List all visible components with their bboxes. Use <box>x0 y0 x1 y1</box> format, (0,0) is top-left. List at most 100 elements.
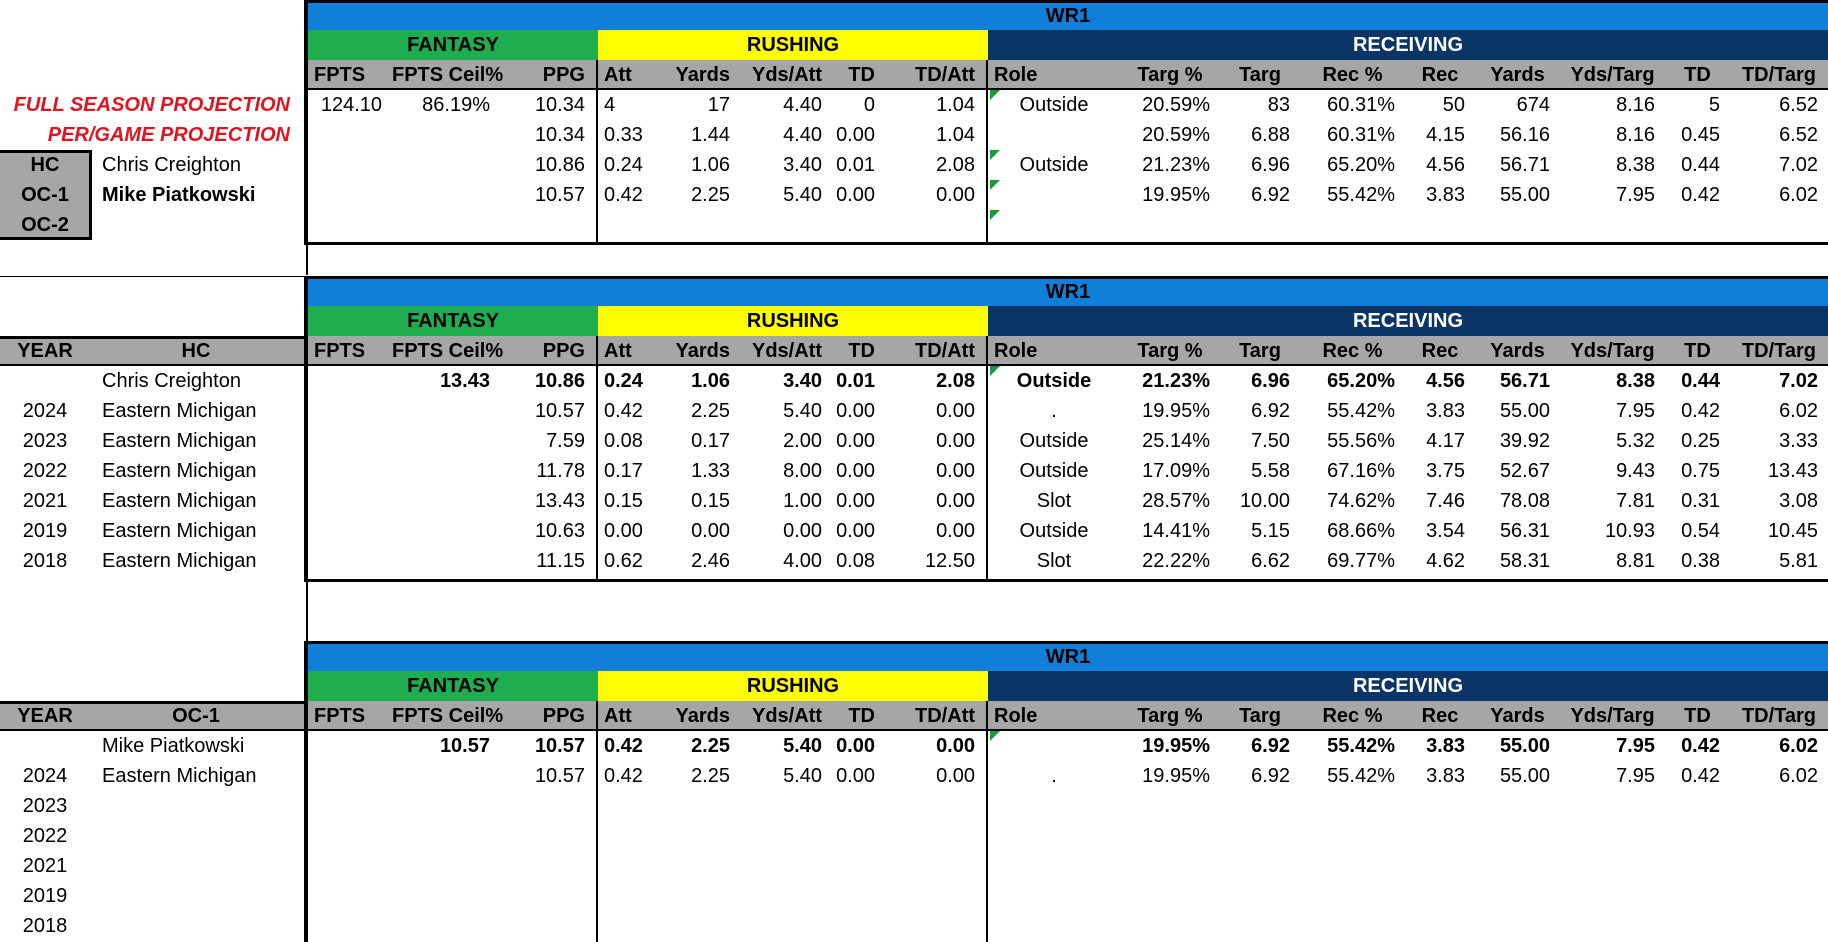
data-cell: 0.00 <box>836 490 875 512</box>
data-cell: . <box>1051 400 1057 422</box>
column-header: TD/Att <box>915 705 975 727</box>
data-cell: 0.17 <box>604 460 643 482</box>
year-cell: 2024 <box>22 400 68 422</box>
data-cell <box>308 180 392 210</box>
data-cell: 8.81 <box>1616 550 1655 572</box>
data-cell: 10.63 <box>534 520 585 542</box>
data-cell: 1.06 <box>691 154 730 176</box>
data-cell: 3.83 <box>1426 184 1465 206</box>
data-cell: 0.00 <box>936 430 975 452</box>
column-header: PPG <box>542 64 585 86</box>
data-cell: 0.01 <box>836 370 875 392</box>
rushing-header: RUSHING <box>598 671 988 701</box>
data-cell: 8.38 <box>1616 154 1655 176</box>
column-header: FPTS Ceil% <box>392 705 504 727</box>
data-cell: 14.41% <box>1142 520 1210 542</box>
data-cell <box>308 456 392 486</box>
data-cell: 10.57 <box>439 735 490 757</box>
data-cell: 4.17 <box>1426 430 1465 452</box>
data-cell: Outside <box>1019 154 1089 176</box>
data-cell: 0.44 <box>1681 154 1720 176</box>
data-cell: 8.00 <box>783 460 822 482</box>
column-header: Att <box>604 340 632 362</box>
column-header: Att <box>604 705 632 727</box>
data-cell: 55.00 <box>1499 184 1550 206</box>
column-header: TD <box>848 64 875 86</box>
data-cell <box>392 546 500 576</box>
comment-marker-icon <box>990 180 1000 190</box>
data-cell: 4.15 <box>1426 124 1465 146</box>
coach-name <box>96 210 296 240</box>
data-cell: 13.43 <box>534 490 585 512</box>
data-cell: 6.92 <box>1251 765 1290 787</box>
column-header: Yards <box>1490 340 1545 362</box>
column-header: Targ <box>1239 340 1281 362</box>
data-cell: 0.42 <box>604 184 643 206</box>
data-cell: 55.00 <box>1499 765 1550 787</box>
fantasy-header: FANTASY <box>308 306 598 336</box>
data-cell: 6.92 <box>1251 184 1290 206</box>
column-header: TD <box>848 705 875 727</box>
data-cell: 0.15 <box>604 490 643 512</box>
column-header: FPTS <box>314 340 366 362</box>
data-cell: 68.66% <box>1327 520 1395 542</box>
data-cell: 2.46 <box>691 550 730 572</box>
data-cell <box>392 761 500 791</box>
data-cell: 19.95% <box>1142 400 1210 422</box>
data-cell: 0.00 <box>836 430 875 452</box>
data-cell: 7.46 <box>1426 490 1465 512</box>
data-cell: 4 <box>604 94 616 116</box>
data-cell: 0.75 <box>1681 460 1720 482</box>
team-cell <box>96 851 296 881</box>
data-cell: 0.08 <box>836 550 875 572</box>
column-header: Yards <box>1490 64 1545 86</box>
column-header: Rec % <box>1322 340 1383 362</box>
column-header: Targ <box>1239 64 1281 86</box>
data-cell: 74.62% <box>1327 490 1395 512</box>
column-header: TD/Att <box>915 340 975 362</box>
data-cell: 0.00 <box>836 735 875 757</box>
rushing-receiving-divider <box>986 701 988 942</box>
data-cell <box>308 120 392 150</box>
receiving-header: RECEIVING <box>988 30 1828 60</box>
data-cell: 7.95 <box>1616 400 1655 422</box>
data-cell: 65.20% <box>1327 154 1395 176</box>
team-cell <box>96 911 296 941</box>
data-cell: 1.06 <box>691 370 730 392</box>
section2-bottom-border <box>308 579 1828 582</box>
column-header: TD/Targ <box>1741 705 1817 727</box>
data-cell: 4.40 <box>783 124 822 146</box>
data-cell: 2.25 <box>691 765 730 787</box>
data-cell: 3.75 <box>1426 460 1465 482</box>
data-cell: 0.24 <box>604 370 643 392</box>
data-cell: 5.58 <box>1251 460 1290 482</box>
data-cell <box>308 366 392 396</box>
data-cell: 0.00 <box>936 400 975 422</box>
data-cell: 0.00 <box>936 490 975 512</box>
data-cell: 13.43 <box>1767 460 1818 482</box>
team-cell: Mike Piatkowski <box>102 735 245 757</box>
data-cell: 6.02 <box>1779 400 1818 422</box>
data-cell: 3.40 <box>783 370 822 392</box>
data-cell <box>308 396 392 426</box>
data-cell: 22.22% <box>1142 550 1210 572</box>
per-game-projection-label: PER/GAME PROJECTION <box>47 124 290 146</box>
data-cell: 7.59 <box>546 430 585 452</box>
data-cell: 20.59% <box>1142 124 1210 146</box>
fantasy-header: FANTASY <box>308 30 598 60</box>
data-cell: 69.77% <box>1327 550 1395 572</box>
data-cell: 21.23% <box>1142 154 1210 176</box>
data-cell: 5 <box>1708 94 1720 116</box>
data-cell: 7.95 <box>1616 765 1655 787</box>
data-cell: 0.00 <box>836 124 875 146</box>
data-cell: 7.02 <box>1779 370 1818 392</box>
column-header-row <box>308 701 1828 731</box>
data-cell <box>392 426 500 456</box>
column-header: Rec <box>1421 705 1459 727</box>
comment-marker-icon <box>990 150 1000 160</box>
data-cell: 5.40 <box>783 765 822 787</box>
data-cell <box>988 180 1120 210</box>
data-cell: 55.42% <box>1327 400 1395 422</box>
full-season-projection-label: FULL SEASON PROJECTION <box>13 94 290 116</box>
coach-name: Mike Piatkowski <box>102 184 256 206</box>
